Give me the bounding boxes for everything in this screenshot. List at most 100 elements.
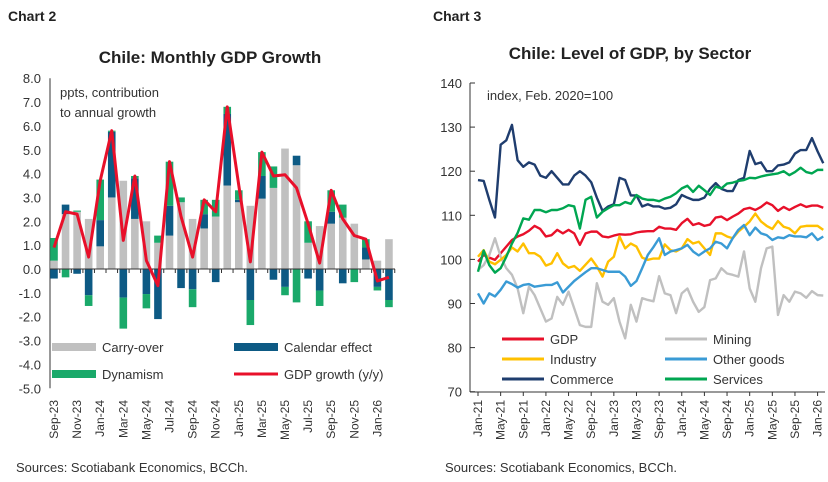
bar-dynamism-May-24	[142, 294, 151, 309]
bar-carry-over-Jan-25	[235, 202, 243, 269]
x-tick-label: May-25	[278, 400, 292, 440]
legend-swatch	[52, 370, 96, 378]
bar-calendar-effect-Oct-23	[61, 204, 70, 215]
y-tick-label: 7.0	[23, 95, 41, 110]
y-tick-label: 90	[448, 297, 462, 312]
bar-calendar-effect-Oct-24	[200, 214, 208, 229]
legend-label: Services	[713, 372, 763, 387]
y-tick-label: 5.0	[23, 143, 41, 158]
bar-calendar-effect-Jun-25	[292, 155, 301, 166]
x-tick-label: Jan-24	[675, 400, 689, 437]
bar-dynamism-Oct-23	[61, 269, 70, 278]
bar-carry-over-May-25	[281, 148, 289, 269]
bar-carry-over-May-24	[142, 221, 151, 269]
x-tick-label: Sep-25	[788, 400, 802, 439]
bar-dynamism-Jan-24	[96, 179, 104, 221]
bar-carry-over-Dec-25	[362, 259, 370, 269]
y-tick-label: 80	[448, 341, 462, 356]
bar-dynamism-Jan-26	[373, 286, 382, 291]
bar-dynamism-Dec-23	[84, 295, 93, 306]
bar-dynamism-Jun-25	[292, 269, 301, 303]
bar-carry-over-Dec-24	[223, 185, 232, 269]
bar-carry-over-Feb-26	[385, 239, 393, 269]
chart3-title: Chile: Level of GDP, by Sector	[508, 44, 752, 63]
bar-carry-over-Feb-24	[107, 197, 116, 269]
bar-calendar-effect-Mar-25	[258, 175, 266, 199]
legend-label: Other goods	[713, 352, 785, 367]
bar-carry-over-Mar-25	[258, 198, 266, 269]
legend-label: Calendar effect	[284, 340, 372, 355]
units-note: index, Feb. 2020=100	[487, 88, 613, 103]
line-mining	[477, 237, 824, 340]
x-tick-label: Sep-25	[324, 400, 338, 439]
bar-carry-over-Oct-23	[61, 214, 70, 269]
y-tick-label: 120	[440, 164, 462, 179]
x-tick-label: Sep-23	[652, 400, 666, 439]
y-tick-label: -1.0	[19, 286, 41, 301]
y-tick-label: 130	[440, 120, 462, 135]
bar-carry-over-Sep-24	[188, 218, 197, 269]
chart3-source: Sources: Scotiabank Economics, BCCh.	[445, 460, 677, 475]
y-tick-label: -2.0	[19, 310, 41, 325]
bar-carry-over-Feb-25	[246, 205, 255, 269]
x-tick-label: Mar-24	[116, 400, 130, 438]
line-other-goods	[476, 223, 824, 305]
y-tick-label: 1.0	[23, 238, 41, 253]
y-tick-label: -4.0	[19, 357, 41, 372]
bar-calendar-effect-Aug-25	[315, 269, 324, 291]
y-tick-label: 140	[440, 76, 462, 91]
y-tick-label: 100	[440, 252, 462, 267]
x-tick-label: Jan-26	[370, 400, 384, 437]
y-tick-label: 70	[448, 385, 462, 400]
x-tick-label: May-23	[629, 400, 643, 440]
bar-dynamism-Sep-23	[50, 237, 58, 261]
bar-calendar-effect-Sep-23	[50, 269, 58, 279]
y-tick-label: -3.0	[19, 334, 41, 349]
x-tick-label: Jan-21	[471, 400, 485, 437]
bar-calendar-effect-Jan-25	[235, 199, 243, 203]
x-tick-label: Jan-25	[232, 400, 246, 437]
bar-carry-over-Apr-25	[269, 187, 278, 269]
bar-dynamism-Aug-25	[315, 290, 324, 306]
bar-dynamism-Oct-25	[338, 204, 347, 218]
bar-calendar-effect-Sep-25	[327, 211, 335, 224]
y-tick-label: 6.0	[23, 119, 41, 134]
x-tick-label: Jan-23	[607, 400, 621, 437]
legend-swatch	[52, 343, 96, 351]
bar-carry-over-Oct-24	[200, 228, 208, 269]
legend-label: Dynamism	[102, 367, 163, 382]
line-services	[476, 166, 824, 274]
x-tick-label: Jan-22	[539, 400, 553, 437]
bar-dynamism-Sep-24	[188, 289, 197, 308]
x-tick-label: Sep-21	[516, 400, 530, 439]
x-tick-label: Jul-25	[301, 400, 315, 433]
bar-carry-over-Nov-23	[73, 211, 81, 269]
bar-dynamism-Jul-24	[165, 161, 174, 206]
x-tick-label: May-24	[697, 400, 711, 440]
bar-dynamism-Jul-25	[304, 221, 312, 243]
bar-carry-over-Oct-25	[338, 217, 347, 269]
x-tick-label: Jan-24	[93, 400, 107, 437]
bar-carry-over-Dec-23	[84, 218, 93, 269]
bar-carry-over-Jan-24	[96, 246, 104, 269]
bar-dynamism-Feb-26	[385, 300, 393, 308]
x-tick-label: Nov-24	[209, 400, 223, 439]
y-tick-label: 4.0	[23, 167, 41, 182]
bar-calendar-effect-Dec-24	[223, 113, 232, 186]
bar-calendar-effect-Dec-25	[362, 247, 370, 260]
legend-label: Mining	[713, 332, 751, 347]
y-tick-label: 3.0	[23, 190, 41, 205]
bar-carry-over-Apr-24	[131, 218, 139, 269]
bar-calendar-effect-Dec-23	[84, 269, 93, 296]
bar-carry-over-Nov-24	[211, 216, 220, 269]
y-tick-label: 8.0	[23, 71, 41, 86]
legend-label: GDP	[550, 332, 578, 347]
x-tick-label: Mar-25	[255, 400, 269, 438]
bar-carry-over-Jul-24	[165, 235, 174, 269]
x-tick-label: Jul-24	[163, 400, 177, 433]
x-tick-label: May-25	[765, 400, 779, 440]
bar-calendar-effect-Oct-25	[338, 269, 347, 284]
x-tick-label: Sep-24	[720, 400, 734, 439]
y-tick-label: 0.0	[23, 262, 41, 277]
